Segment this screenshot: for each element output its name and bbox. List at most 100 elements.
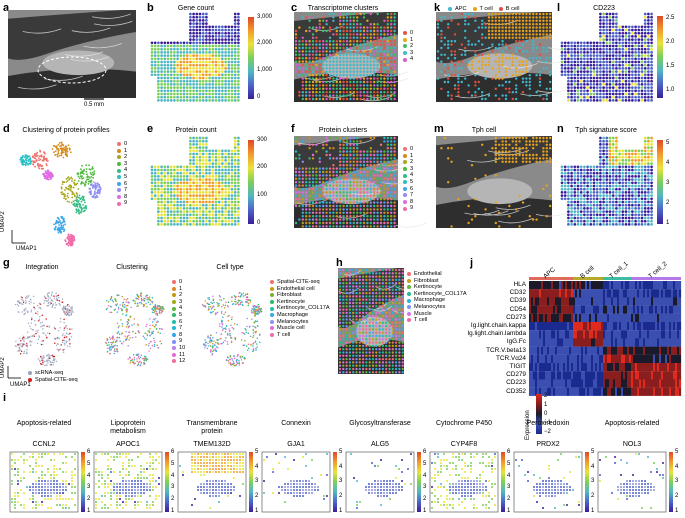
- spots-c-spot: [362, 26, 366, 29]
- spots-c-spot: [298, 67, 301, 70]
- spots-b-spot: [192, 19, 195, 22]
- spots-n-spot: [618, 171, 621, 175]
- spots-e-spot: [201, 168, 205, 172]
- spots-k-spot: [542, 19, 545, 22]
- spots-l-spot: [624, 67, 628, 70]
- spots-l-spot: [602, 12, 605, 16]
- umap-d-point: [63, 181, 66, 184]
- spots-k-spot: [440, 19, 443, 22]
- spots-l-spot: [589, 67, 593, 70]
- spots-f-spot: [335, 170, 338, 174]
- spots-e-spot: [214, 159, 218, 162]
- umap-d-point: [81, 208, 83, 210]
- spots-b-spot: [208, 83, 211, 86]
- title-f: Protein clusters: [318, 127, 368, 134]
- spots-k-spot: [549, 12, 552, 16]
- spots-e-spot: [201, 162, 205, 165]
- spots-k-spot: [464, 53, 467, 56]
- spots-l-spot: [560, 51, 564, 54]
- spots-c-spot: [349, 40, 352, 43]
- spots-c-spot: [356, 63, 359, 67]
- spots-c-spot: [301, 36, 304, 39]
- spots-l-spot: [650, 95, 653, 99]
- spots-b-spot: [153, 41, 157, 45]
- spots-f-spot: [305, 181, 308, 184]
- spots-f-spot: [383, 174, 386, 177]
- spots-b-spot: [205, 60, 208, 64]
- spots-k-spot: [521, 23, 525, 26]
- spots-f-spot: [311, 174, 315, 177]
- spots-e-spot: [195, 203, 199, 207]
- spots-e-spot: [160, 194, 163, 197]
- spots-l-spot: [560, 44, 564, 48]
- umap-d-point: [91, 166, 94, 169]
- spots-c-spot: [322, 77, 325, 80]
- spots-f-spot: [349, 143, 352, 146]
- spots-l-spot: [599, 73, 602, 77]
- spots-k-spot: [453, 87, 457, 91]
- spots-k-spot: [521, 91, 525, 94]
- spots-b-spot: [237, 12, 240, 16]
- spots-k-spot: [484, 77, 487, 80]
- spots-k-spot: [528, 12, 531, 16]
- spots-l-spot: [602, 95, 605, 99]
- spots-e-spot: [237, 216, 240, 220]
- spots-n-spot: [643, 139, 647, 143]
- spots-e-spot: [217, 168, 221, 172]
- spots-c-spot: [335, 29, 338, 33]
- spots-k-spot: [481, 43, 484, 46]
- spots-e-spot: [163, 194, 167, 197]
- spots-e-spot: [237, 139, 240, 143]
- spots-e-spot: [179, 181, 183, 185]
- spots-e-spot: [208, 184, 211, 188]
- spots-k-spot: [549, 80, 552, 84]
- spots-c-spot: [308, 16, 311, 19]
- spots-l-spot: [567, 60, 570, 64]
- spots-c-spot: [308, 91, 311, 94]
- umap-d-point: [32, 155, 35, 158]
- spots-l-spot: [647, 89, 650, 93]
- spots-n-spot: [618, 165, 621, 169]
- spots-n-spot: [634, 159, 637, 162]
- spots-f-spot: [379, 194, 383, 197]
- spots-b-spot: [169, 99, 173, 102]
- spots-n-spot: [579, 178, 583, 181]
- spots-c-spot: [379, 84, 383, 87]
- spots-l-spot: [624, 86, 628, 89]
- spots-b-spot: [227, 54, 231, 57]
- spots-f-spot: [373, 208, 376, 211]
- spots-e-spot: [230, 178, 234, 181]
- spots-e-spot: [205, 165, 208, 169]
- spots-c-spot: [349, 63, 352, 67]
- spots-c-spot: [322, 94, 325, 97]
- umap-d-point: [85, 164, 88, 167]
- umap-d-point: [65, 187, 67, 189]
- spots-l-spot: [643, 99, 647, 102]
- spots-c-spot: [356, 97, 359, 101]
- spots-f-spot: [345, 208, 349, 211]
- spots-e-spot: [214, 184, 218, 188]
- spots-l-spot: [592, 83, 596, 86]
- spots-n-spot: [563, 165, 567, 169]
- spots-c-spot: [328, 67, 332, 70]
- spots-f-spot: [356, 160, 359, 163]
- spots-e-spot: [189, 139, 192, 143]
- spots-k-spot: [494, 53, 497, 56]
- spots-c-spot: [311, 97, 315, 101]
- spots-b-spot: [189, 79, 192, 83]
- spots-c-spot: [308, 40, 311, 43]
- spots-c-spot: [369, 67, 372, 70]
- spots-f-spot: [362, 218, 366, 221]
- spots-n-spot: [643, 152, 647, 156]
- spots-c-spot: [315, 67, 318, 70]
- spots-l-spot: [602, 99, 605, 102]
- spots-e-spot: [163, 223, 167, 226]
- umap-d-point: [58, 218, 60, 221]
- spots-e-spot: [217, 203, 221, 207]
- spots-e-spot: [176, 181, 179, 185]
- spots-e-spot: [198, 175, 202, 178]
- spots-f-spot: [390, 181, 393, 184]
- spots-l-spot: [611, 15, 615, 19]
- spots-l-spot: [611, 63, 615, 67]
- spots-e-spot: [227, 197, 231, 201]
